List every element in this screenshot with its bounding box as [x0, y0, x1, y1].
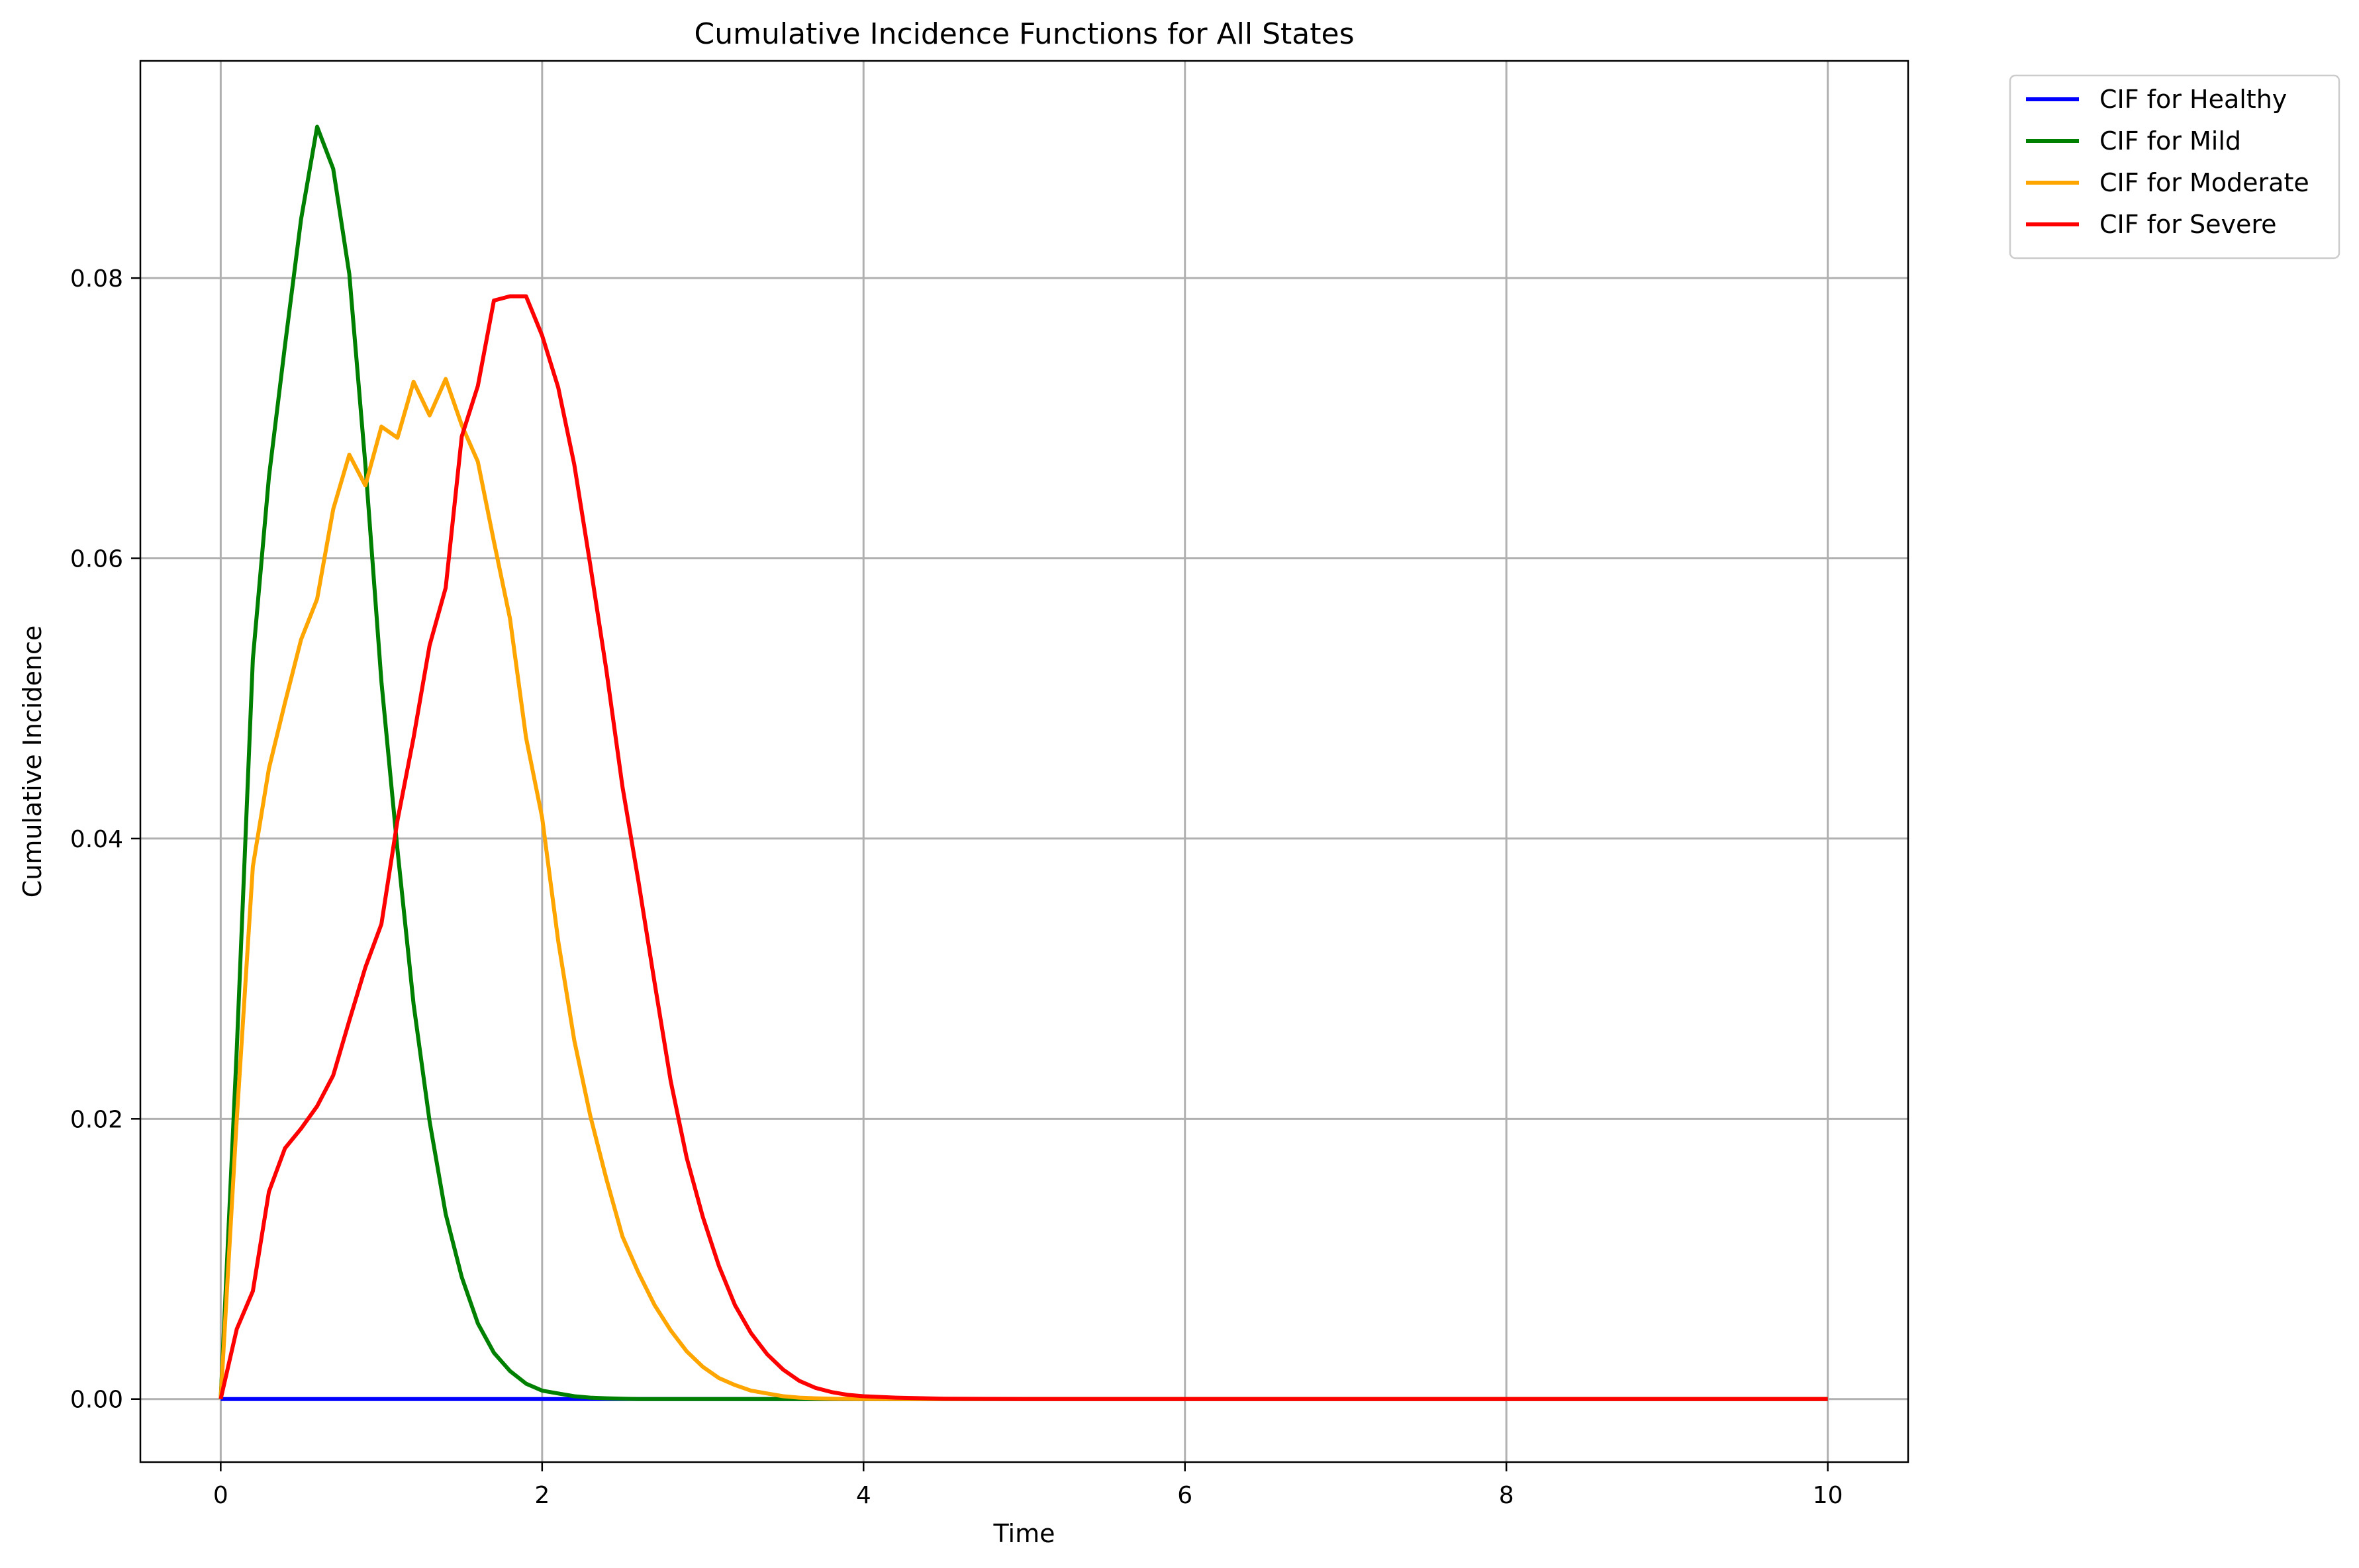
x-tick-label: 8 [1499, 1482, 1514, 1509]
legend-label-cif-for-severe: CIF for Severe [2099, 210, 2277, 239]
legend: CIF for Healthy CIF for Mild CIF for Moder… [2009, 74, 2340, 259]
plot-frame [139, 60, 1909, 1463]
y-tick-label: 0.04 [70, 826, 123, 853]
y-axis-label: Cumulative Incidence [18, 625, 47, 898]
series-lines [218, 124, 1828, 1401]
y-tick-label: 0.08 [70, 265, 123, 293]
series-line-cif-for-moderate [218, 377, 1828, 1401]
legend-label-cif-for-moderate: CIF for Moderate [2099, 168, 2309, 197]
y-tick-label: 0.06 [70, 546, 123, 573]
y-axis-ticks: 0.00 0.02 0.04 0.06 0.08 [70, 265, 140, 1414]
x-tick-label: 4 [856, 1482, 871, 1509]
chart-title: Cumulative Incidence Functions for All S… [694, 17, 1354, 51]
y-tick-label: 0.02 [70, 1106, 123, 1133]
y-tick-label: 0.00 [70, 1387, 123, 1414]
x-axis-label: Time [993, 1519, 1055, 1548]
x-tick-label: 0 [213, 1482, 228, 1509]
x-axis-ticks: 0 2 4 6 8 10 [213, 1462, 1843, 1509]
x-tick-label: 6 [1177, 1482, 1192, 1509]
x-tick-label: 2 [534, 1482, 550, 1509]
legend-label-cif-for-mild: CIF for Mild [2099, 126, 2241, 156]
series-line-cif-for-mild [218, 124, 1828, 1401]
legend-box [2009, 74, 2340, 259]
series-line-cif-for-severe [218, 294, 1828, 1401]
legend-label-cif-for-healthy: CIF for Healthy [2099, 85, 2287, 114]
x-tick-label: 10 [1813, 1482, 1843, 1509]
